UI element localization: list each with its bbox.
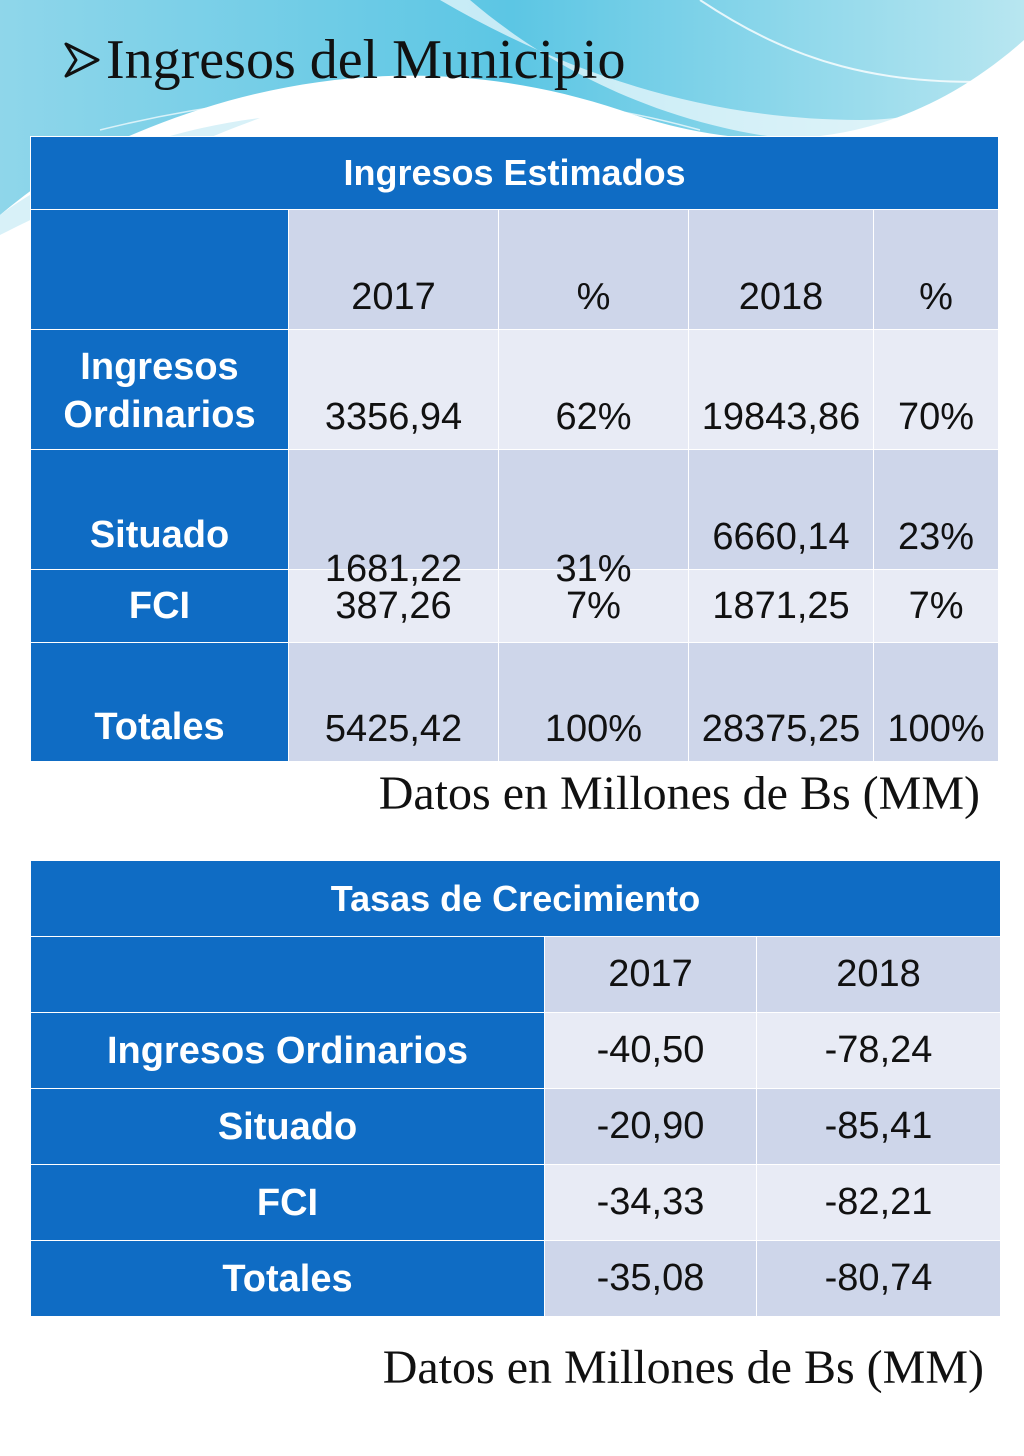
table-row: Ingresos Ordinarios 3356,94 62% 19843,86…: [30, 329, 1000, 450]
value-2018: 6660,14: [688, 449, 874, 570]
percent-2017-cell: 31%: [498, 449, 689, 590]
value-2018: -85,41: [755, 1088, 1002, 1165]
table-row: Situado 1681,22 31% 6660,14 23%: [30, 449, 1000, 590]
percent-2017: 62%: [498, 329, 689, 450]
column-header-2018: 2018: [688, 209, 874, 330]
row-label: Situado: [30, 449, 289, 570]
percent-2017: 7%: [498, 569, 689, 643]
table-row: FCI 387,26 7% 1871,25 7%: [30, 569, 1000, 643]
row-label: Ingresos Ordinarios: [30, 329, 289, 450]
row-label: FCI: [30, 1164, 545, 1241]
column-header-2017: 2017: [288, 209, 499, 330]
table-row: Situado -20,90 -85,41: [30, 1088, 1002, 1165]
percent-2018: 100%: [872, 642, 1000, 762]
value-2017: 5425,42: [288, 642, 499, 762]
value-2018: -78,24: [755, 1012, 1002, 1089]
row-label: Situado: [30, 1088, 545, 1165]
background-wave: [0, 0, 1024, 235]
percent-2018: 7%: [872, 569, 1000, 643]
row-label: FCI: [30, 569, 289, 643]
value-2018: 28375,25: [688, 642, 874, 762]
value-2017-cell: 1681,22: [288, 449, 499, 590]
page-title-text: Ingresos del Municipio: [106, 29, 626, 91]
table-row: FCI -34,33 -82,21: [30, 1164, 1002, 1241]
table-row: Totales -35,08 -80,74: [30, 1240, 1002, 1317]
column-header-percent: %: [872, 209, 1000, 330]
value-2017: -20,90: [544, 1088, 757, 1165]
table-caption: Ingresos Estimados: [29, 136, 1000, 210]
value-2018: 19843,86: [688, 329, 874, 450]
value-2018: -82,21: [755, 1164, 1002, 1241]
row-label: Totales: [30, 1240, 545, 1317]
value-2017: 1681,22: [324, 547, 463, 590]
value-2017: 387,26: [288, 569, 499, 643]
table-row: Ingresos Ordinarios -40,50 -78,24: [30, 1012, 1002, 1089]
value-2017: -35,08: [544, 1240, 757, 1317]
column-header-percent: %: [498, 209, 689, 330]
tasas-crecimiento-table: Tasas de Crecimiento 2017 2018 Ingresos …: [29, 860, 1002, 1317]
table-caption: Tasas de Crecimiento: [29, 860, 1002, 937]
column-header-2018: 2018: [755, 936, 1002, 1013]
arrow-bullet-icon: [64, 42, 100, 78]
header-corner: [30, 209, 289, 330]
percent-2018: 23%: [872, 449, 1000, 570]
header-corner: [30, 936, 545, 1013]
units-note: Datos en Millones de Bs (MM): [382, 1341, 984, 1394]
percent-2017: 100%: [498, 642, 689, 762]
value-2018: 1871,25: [688, 569, 874, 643]
column-header-2017: 2017: [544, 936, 757, 1013]
percent-2017: 31%: [555, 547, 632, 590]
table-row: Totales 5425,42 100% 28375,25 100%: [30, 642, 1000, 762]
page-title: Ingresos del Municipio: [62, 28, 625, 92]
ingresos-estimados-table: Ingresos Estimados 2017 % 2018 % Ingreso…: [29, 136, 1000, 762]
percent-2018: 70%: [872, 329, 1000, 450]
value-2017: -34,33: [544, 1164, 757, 1241]
row-label: Ingresos Ordinarios: [30, 1012, 545, 1089]
value-2017: -40,50: [544, 1012, 757, 1089]
row-label: Totales: [30, 642, 289, 762]
value-2018: -80,74: [755, 1240, 1002, 1317]
units-note: Datos en Millones de Bs (MM): [378, 767, 980, 820]
value-2017: 3356,94: [288, 329, 499, 450]
